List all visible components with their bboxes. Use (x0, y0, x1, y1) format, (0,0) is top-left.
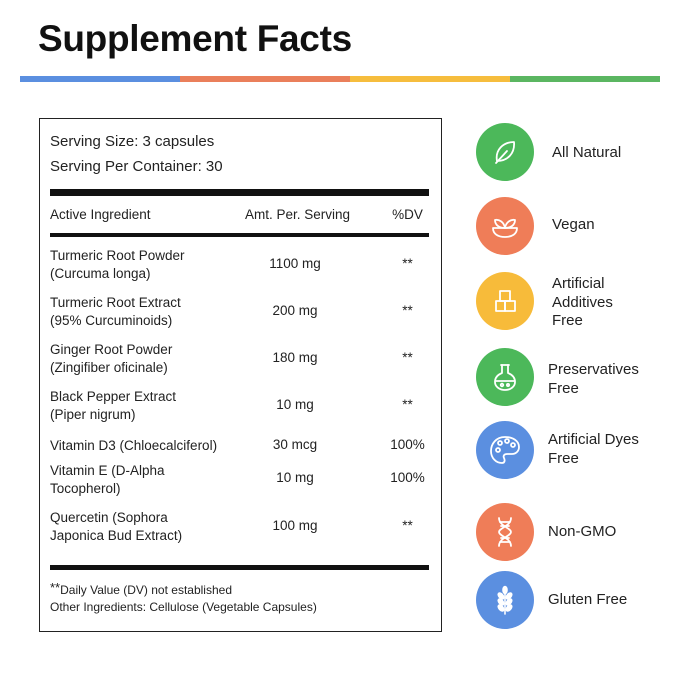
other-ingredients: Other Ingredients: Cellulose (Vegetable … (50, 600, 317, 614)
ingredient-dv: ** (402, 397, 413, 412)
ingredient-dv: 100% (390, 470, 425, 485)
badge-label: Artificial Dyes Free (548, 431, 639, 467)
ingredient-name: Vitamin D3 (Chloecalciferol) (50, 438, 218, 453)
badge-label: Non-GMO (548, 523, 617, 540)
ingredient-name: Black Pepper Extract (Piper nigrum) (50, 389, 177, 422)
stripe-green (510, 76, 660, 82)
ingredient-dv: 100% (390, 437, 425, 452)
badge-label: Vegan (552, 216, 595, 233)
ingredient-amount: 1100 mg (269, 256, 321, 271)
ingredient-name: Turmeric Root Powder (Curcuma longa) (50, 248, 185, 281)
thick-divider (50, 189, 429, 196)
palette-icon (490, 436, 520, 464)
ingredient-amount: 30 mcg (272, 437, 318, 452)
ingredient-amount: 200 mg (272, 303, 318, 318)
dv-footnote: **Daily Value (DV) not established (50, 580, 232, 597)
ingredient-dv: ** (402, 518, 413, 533)
ingredient-amount: 180 mg (272, 350, 318, 365)
supplement-facts-panel: Serving Size: 3 capsules Serving Per Con… (39, 118, 442, 632)
page-title: Supplement Facts (38, 18, 352, 59)
sprout-bowl-icon (492, 218, 518, 238)
badge-circle (476, 421, 534, 479)
ingredient-amount: 100 mg (272, 518, 318, 533)
badge-label: Artificial Additives Free (552, 275, 613, 329)
ingredient-dv: ** (402, 350, 413, 365)
stripe-yellow (350, 76, 510, 82)
badge-circle (476, 197, 534, 255)
ingredient-name: Vitamin E (D-Alpha Tocopherol) (50, 463, 165, 496)
ingredient-name: Quercetin (Sophora Japonica Bud Extract) (50, 510, 183, 543)
footnote-marker: ** (50, 580, 61, 595)
ingredient-dv: ** (402, 256, 413, 271)
col-ingredient: Active Ingredient (50, 207, 151, 222)
dna-icon (498, 517, 512, 547)
footer-divider (50, 565, 429, 570)
servings-per-container: Serving Per Container: 30 (50, 158, 223, 175)
serving-size: Serving Size: 3 capsules (50, 133, 215, 150)
badge-label: Preservatives Free (548, 361, 639, 397)
ingredient-name: Turmeric Root Extract (95% Curcuminoids) (50, 295, 181, 328)
ingredient-amount: 10 mg (276, 397, 314, 412)
ingredient-amount: 10 mg (276, 470, 314, 485)
header-divider (50, 233, 429, 237)
sugar-cubes-icon (495, 290, 516, 312)
leaf-icon (495, 141, 515, 164)
badge-circle (476, 272, 534, 330)
wheat-icon (497, 585, 513, 615)
ingredient-name: Ginger Root Powder (Zingifiber oficinale… (50, 342, 173, 375)
badge-circle (476, 348, 534, 406)
col-dv: %DV (392, 207, 423, 222)
stripe-blue (20, 76, 180, 82)
badge-circle (476, 503, 534, 561)
footnote-text: Daily Value (DV) not established (60, 583, 232, 597)
flask-icon (494, 364, 516, 391)
ingredient-dv: ** (402, 303, 413, 318)
badge-circle (476, 571, 534, 629)
badge-label: All Natural (552, 144, 622, 161)
col-amount: Amt. Per. Serving (245, 207, 351, 222)
badge-label: Gluten Free (548, 591, 628, 608)
stripe-orange (180, 76, 350, 82)
badge-circle (476, 123, 534, 181)
